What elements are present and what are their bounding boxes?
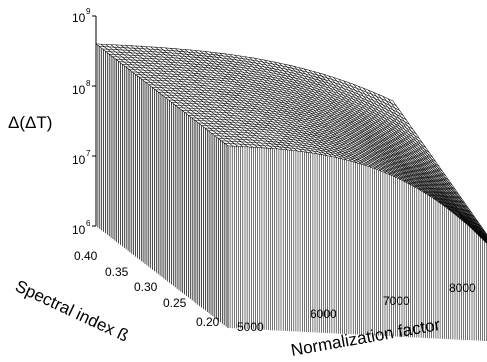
surface-norm-line [150,46,283,150]
x-tick-5000: 5000 [237,320,264,334]
surface-norm-line [254,57,387,174]
surface-norm-line [274,61,407,183]
surface-norm-line [135,45,268,149]
surface-beta-line [221,140,487,243]
surface-norm-line [278,62,412,186]
z-tick-2-base: 10 [72,153,86,167]
surface-norm-line [239,55,372,168]
surface-norm-line [115,44,248,148]
surface-norm-line [219,52,352,162]
z-tick-1: 10 6 [72,219,91,237]
y-tick-0.30: 0.30 [134,280,158,294]
surface-norm-line [338,78,471,228]
surface-norm-line [130,45,263,149]
surface-norm-line [382,96,487,238]
y-tick-0.25: 0.25 [163,296,187,310]
surface-norm-line [293,66,427,194]
surface-norm-line [194,50,328,156]
z-tick-1-base: 10 [72,223,86,237]
surface-norm-line [229,54,362,165]
y-axis-label: Spectral index ß [12,276,131,345]
z-tick-2-exp: 7 [86,149,91,158]
x-tick-6000: 6000 [310,307,337,321]
z-tick-4-base: 10 [72,11,86,25]
surface-norm-line [175,48,308,153]
surface-norm-line [170,48,303,152]
z-tick-4-exp: 9 [86,7,91,16]
surface-norm-line [387,98,487,237]
z-tick-2: 10 7 [72,149,91,167]
surface-norm-line [155,46,288,151]
surface-norm-line [140,45,273,149]
surface-norm-line [145,46,278,150]
surface-norm-line [184,49,318,155]
surface-norm-line [110,44,243,147]
surface-norm-line [244,56,377,170]
surface-norm-line [180,48,313,154]
z-tick-3-base: 10 [72,83,86,97]
surface-norm-line [234,54,367,167]
surface-norm-line [264,59,397,178]
surface-norm-line [105,44,239,147]
surface-norm-line [100,43,234,147]
y-tick-0.40: 0.40 [74,249,98,263]
surface-norm-line [313,71,446,208]
z-axis-label: Δ(ΔT) [8,113,52,132]
z-tick-4: 10 9 [72,7,91,25]
surface-norm-line [377,94,487,240]
surface-norm-line [298,67,432,197]
surface-norm-line [392,100,487,236]
surface-norm-line [95,43,229,147]
surface-norm-line [372,91,487,241]
surface-norm-line [165,47,298,152]
surface-wireframe [92,15,487,342]
surface-norm-line [199,50,333,157]
y-tick-0.35: 0.35 [105,265,129,279]
y-tick-0.20: 0.20 [196,315,220,329]
surface-norm-line [348,82,481,238]
surface-norm-line [288,65,422,191]
surface-norm-line [120,44,253,148]
surface-norm-line [189,49,323,155]
surface-norm-line [214,52,347,161]
surface-norm-line [363,87,487,243]
surface-norm-line [318,72,451,212]
surface-norm-line [353,84,486,243]
surface-norm-line [308,69,442,204]
surface-norm-line [328,75,461,220]
surface-norm-line [249,57,382,172]
z-tick-3-exp: 8 [86,79,91,88]
z-tick-3: 10 8 [72,79,91,97]
surface-norm-line [204,51,338,158]
z-tick-1-exp: 6 [86,219,91,228]
surface-norm-line [368,89,487,242]
surface-norm-line [269,60,402,181]
surface-norm-line [224,53,357,163]
x-tick-7000: 7000 [383,294,410,308]
surface-norm-line [343,80,476,233]
surface-norm-line [160,47,293,151]
x-tick-8000: 8000 [449,281,476,295]
surface-norm-line [283,63,417,189]
surface-norm-line [125,45,258,148]
surface-norm-line [303,68,437,201]
surface-norm-line [333,77,466,224]
surface-norm-line [259,58,392,176]
surface-norm-line [323,74,456,216]
surface-norm-line [209,51,343,160]
surface-norm-line [358,86,487,244]
